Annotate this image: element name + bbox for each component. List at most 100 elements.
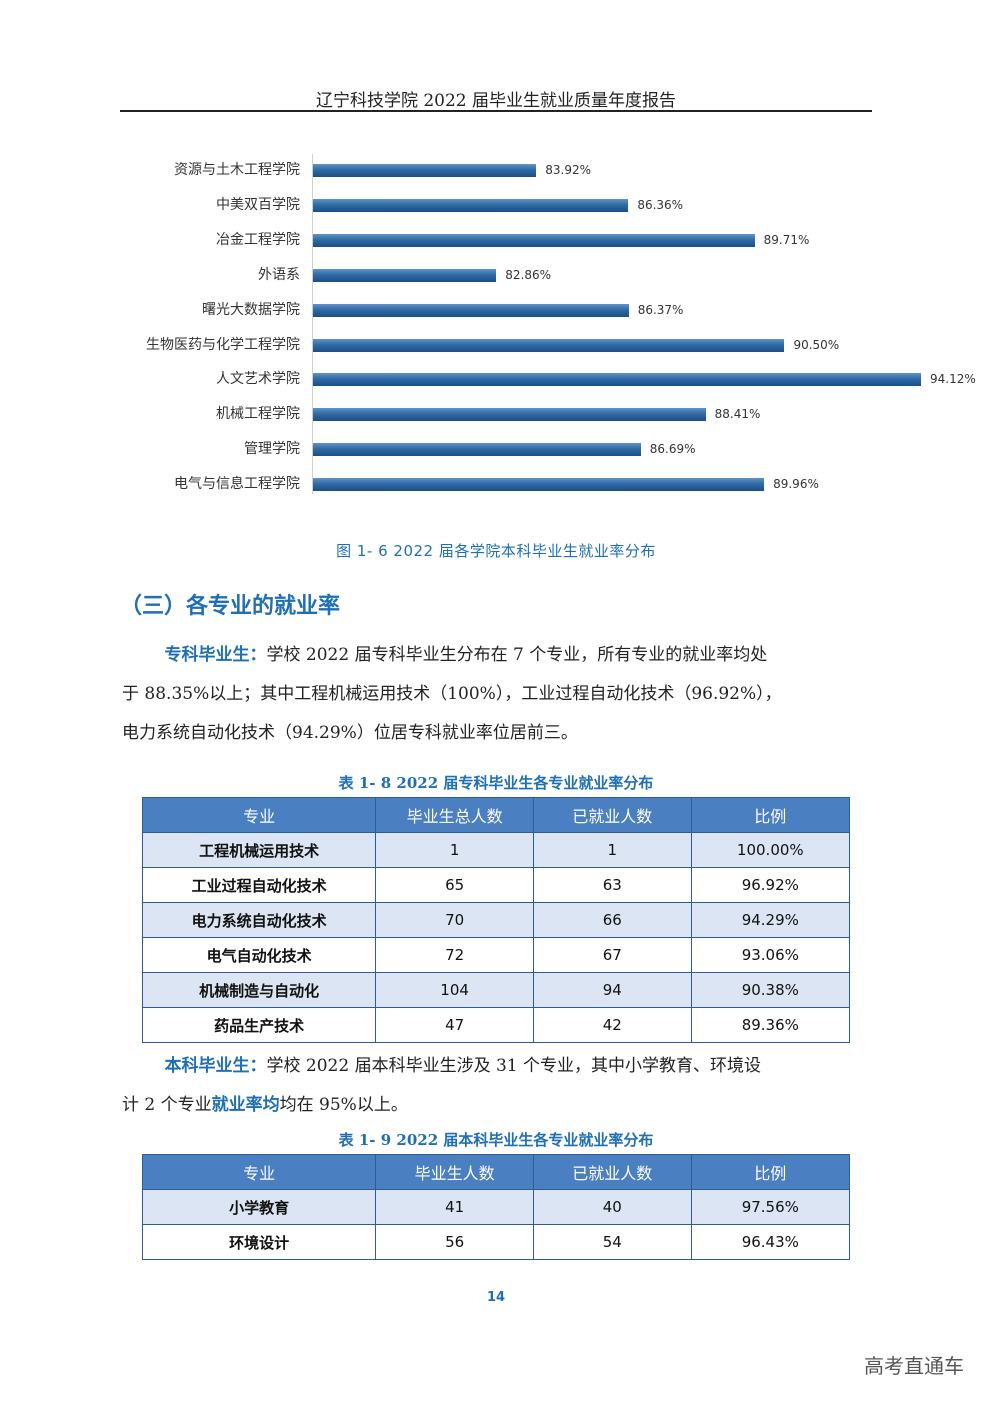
- chart-bar: [313, 303, 629, 317]
- chart-category-label: 外语系: [258, 266, 300, 283]
- table-row: 机械制造与自动化 104 94 90.38%: [141, 972, 851, 1008]
- table-row: 工程机械运用技术 1 1 100.00%: [141, 832, 851, 868]
- figure-caption: 图 1- 6 2022 届各学院本科毕业生就业率分布: [336, 542, 656, 560]
- table-header-cell: 比例: [690, 1154, 851, 1190]
- paragraph-text: 计 2 个专业: [122, 1095, 212, 1115]
- table-cell: 94: [532, 972, 692, 1008]
- major-name-cell: 工程机械运用技术: [141, 832, 377, 868]
- chart-bar: [313, 164, 537, 177]
- paragraph-line: 专科毕业生：学校 2022 届专科毕业生分布在 7 个专业，所有专业的就业率均处: [122, 636, 868, 675]
- table-header-cell: 专业: [141, 1154, 377, 1190]
- chart-bar: [313, 408, 706, 422]
- chart-data-label: 86.37%: [637, 302, 684, 317]
- table-cell: 41: [375, 1189, 534, 1225]
- paragraph-lead: 本科毕业生：: [164, 1056, 267, 1076]
- chart-bar: [313, 478, 765, 492]
- table-cell: 93.06%: [690, 937, 851, 973]
- chart-category-label: 生物医药与化学工程学院: [146, 336, 300, 353]
- table-header-cell: 比例: [690, 797, 851, 833]
- major-name-cell: 小学教育: [141, 1189, 377, 1225]
- table-row: 小学教育 41 40 97.56%: [141, 1189, 851, 1225]
- major-name-cell: 电力系统自动化技术: [141, 902, 377, 938]
- paragraph-lead: 专科毕业生：: [164, 645, 267, 665]
- table-cell: 104: [375, 972, 534, 1008]
- table-header-cell: 已就业人数: [532, 1154, 692, 1190]
- table-cell: 1: [375, 832, 534, 868]
- header-divider: [120, 110, 872, 112]
- chart-category-label: 中美双百学院: [216, 196, 300, 213]
- paragraph-line: 于 88.35%以上；其中工程机械运用技术（100%），工业过程自动化技术（96…: [122, 684, 782, 704]
- chart-bar: [313, 443, 641, 457]
- table-row: 工业过程自动化技术 65 63 96.92%: [141, 867, 851, 903]
- table-cell: 40: [532, 1189, 692, 1225]
- table-caption-junior: 表 1- 8 2022 届专科毕业生各专业就业率分布: [338, 774, 654, 792]
- table-header-row: 专业 毕业生总人数 已就业人数 比例: [141, 797, 851, 833]
- paragraph-text: 学校 2022 届本科毕业生涉及 31 个专业，其中小学教育、环境设: [266, 1056, 762, 1076]
- chart-category-label: 曙光大数据学院: [202, 301, 300, 318]
- table-cell: 66: [532, 902, 692, 938]
- chart-data-label: 88.41%: [714, 407, 761, 422]
- page-header-title: 辽宁科技学院 2022 届毕业生就业质量年度报告: [315, 91, 677, 111]
- table-cell: 1: [532, 832, 692, 868]
- chart-bar-row: 电气与信息工程学院 89.96%: [120, 474, 872, 494]
- table-cell: 54: [532, 1224, 692, 1260]
- chart-data-label: 94.12%: [930, 372, 976, 387]
- chart-bar: [313, 268, 497, 282]
- chart-bar-row: 外语系 82.86%: [120, 265, 872, 285]
- chart-bar-row: 中美双百学院 86.36%: [120, 195, 872, 215]
- table-cell: 56: [375, 1224, 534, 1260]
- chart-bar: [313, 338, 785, 352]
- paragraph-line: 电力系统自动化技术（94.29%）位居专科就业率位居前三。: [122, 723, 578, 743]
- college-employment-bar-chart: 资源与土木工程学院 83.92% 中美双百学院 86.36% 冶金工程学院 89.71% 外…: [120, 150, 976, 500]
- chart-bar-row: 冶金工程学院 89.71%: [120, 230, 872, 250]
- chart-data-label: 89.71%: [763, 232, 810, 247]
- chart-category-label: 冶金工程学院: [216, 231, 300, 248]
- chart-category-label: 管理学院: [244, 441, 300, 458]
- table-header-cell: 毕业生总人数: [375, 797, 534, 833]
- major-name-cell: 电气自动化技术: [141, 937, 377, 973]
- table-header-cell: 专业: [141, 797, 377, 833]
- table-header-row: 专业 毕业生人数 已就业人数 比例: [141, 1154, 851, 1190]
- chart-bar-row: 生物医药与化学工程学院 90.50%: [120, 335, 872, 355]
- table-cell: 65: [375, 867, 534, 903]
- junior-college-major-table: 专业 毕业生总人数 已就业人数 比例 工程机械运用技术 1 1 100.00% 工业过程自动化…: [141, 797, 851, 1043]
- chart-bar: [313, 233, 755, 247]
- paragraph-undergraduate: 本科毕业生：学校 2022 届本科毕业生涉及 31 个专业，其中小学教育、环境设…: [122, 1047, 868, 1125]
- table-cell: 96.92%: [690, 867, 851, 903]
- paragraph-line: 计 2 个专业就业率均均在 95%以上。: [122, 1086, 868, 1125]
- page-number: 14: [486, 1290, 506, 1305]
- section-heading: （三）各专业的就业率: [120, 594, 341, 619]
- chart-bar-row: 人文艺术学院 94.12%: [120, 369, 976, 389]
- table-row: 环境设计 56 54 96.43%: [141, 1224, 851, 1260]
- table-cell: 63: [532, 867, 692, 903]
- chart-data-label: 90.50%: [793, 337, 840, 352]
- paragraph-text: 均在 95%以上。: [279, 1095, 408, 1115]
- chart-bar-row: 机械工程学院 88.41%: [120, 404, 872, 424]
- table-cell: 89.36%: [690, 1007, 851, 1043]
- table-caption-undergraduate: 表 1- 9 2022 届本科毕业生各专业就业率分布: [338, 1131, 654, 1149]
- chart-data-label: 86.36%: [637, 197, 684, 212]
- table-header-cell: 毕业生人数: [375, 1154, 534, 1190]
- chart-axis-line: [312, 154, 313, 494]
- table-cell: 96.43%: [690, 1224, 851, 1260]
- major-name-cell: 机械制造与自动化: [141, 972, 377, 1008]
- chart-category-label: 资源与土木工程学院: [174, 162, 300, 178]
- major-name-cell: 工业过程自动化技术: [141, 867, 377, 903]
- major-name-cell: 药品生产技术: [141, 1007, 377, 1043]
- table-cell: 94.29%: [690, 902, 851, 938]
- chart-data-label: 86.69%: [649, 442, 696, 457]
- chart-bar-row: 曙光大数据学院 86.37%: [120, 300, 872, 320]
- table-row: 电力系统自动化技术 70 66 94.29%: [141, 902, 851, 938]
- chart-category-label: 机械工程学院: [216, 406, 300, 423]
- table-cell: 100.00%: [690, 832, 851, 868]
- paragraph-line: 本科毕业生：学校 2022 届本科毕业生涉及 31 个专业，其中小学教育、环境设: [122, 1047, 868, 1086]
- table-cell: 70: [375, 902, 534, 938]
- chart-data-label: 83.92%: [545, 163, 592, 177]
- chart-bar: [313, 373, 921, 387]
- table-row: 电气自动化技术 72 67 93.06%: [141, 937, 851, 973]
- paragraph-junior-college: 专科毕业生：学校 2022 届专科毕业生分布在 7 个专业，所有专业的就业率均处…: [122, 636, 868, 753]
- table-cell: 42: [532, 1007, 692, 1043]
- table-cell: 90.38%: [690, 972, 851, 1008]
- chart-category-label: 人文艺术学院: [216, 371, 300, 388]
- chart-data-label: 89.96%: [773, 477, 819, 492]
